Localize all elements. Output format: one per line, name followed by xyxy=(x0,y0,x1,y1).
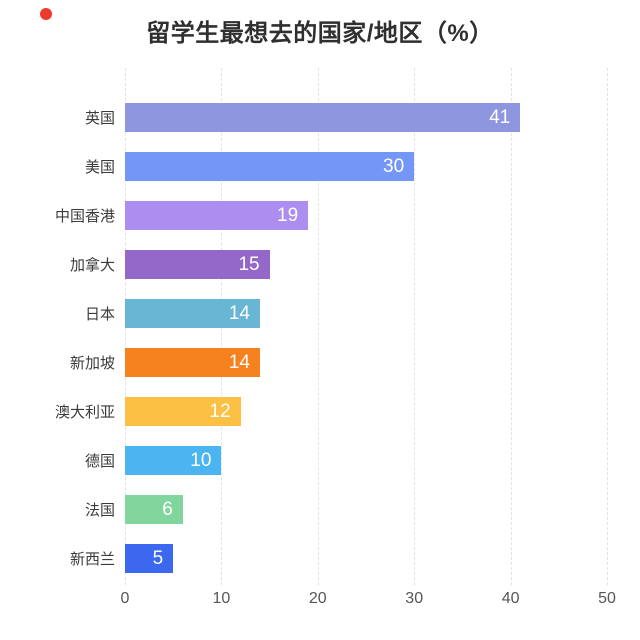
chart-title: 留学生最想去的国家/地区（%） xyxy=(146,20,494,47)
x-tick-label: 0 xyxy=(120,590,130,607)
bar-value-label: 12 xyxy=(209,401,231,422)
bar-value-label: 41 xyxy=(489,107,511,128)
bar-value-label: 19 xyxy=(277,205,299,226)
bar-value-label: 14 xyxy=(228,352,250,373)
x-tick-label: 20 xyxy=(308,590,327,607)
bar: 15 xyxy=(125,250,270,279)
category-label: 中国香港 xyxy=(54,208,115,225)
bar: 6 xyxy=(125,495,183,524)
x-tick-label: 30 xyxy=(405,590,424,607)
x-tick-label: 40 xyxy=(501,590,520,607)
bar: 14 xyxy=(125,299,260,328)
bar: 12 xyxy=(125,397,241,426)
category-label: 德国 xyxy=(84,453,115,470)
category-label: 加拿大 xyxy=(69,257,115,274)
bar-value-label: 14 xyxy=(228,303,250,324)
gridline xyxy=(414,68,416,585)
bar-value-label: 15 xyxy=(238,254,260,275)
category-label: 日本 xyxy=(84,306,115,323)
bar-value-label: 6 xyxy=(162,499,173,520)
bar: 5 xyxy=(125,544,174,573)
category-label: 新加坡 xyxy=(69,355,115,372)
category-label: 新西兰 xyxy=(69,551,115,568)
category-label: 美国 xyxy=(84,159,115,176)
gridline xyxy=(510,68,512,585)
x-tick-label: 50 xyxy=(598,590,616,607)
category-label: 澳大利亚 xyxy=(54,404,115,421)
bar: 14 xyxy=(125,348,260,377)
category-label: 英国 xyxy=(84,110,115,127)
click-marker-dot xyxy=(40,8,52,20)
bar: 30 xyxy=(125,152,415,181)
bar-value-label: 10 xyxy=(190,450,212,471)
gridline xyxy=(607,68,608,585)
x-tick-label: 10 xyxy=(212,590,231,607)
gridline xyxy=(317,68,319,585)
bar: 10 xyxy=(125,446,222,475)
bar-value-label: 5 xyxy=(152,548,164,569)
bar: 19 xyxy=(125,201,309,230)
bar: 41 xyxy=(125,103,521,132)
category-label: 法国 xyxy=(84,502,115,519)
plot-area: 英国 41 美国 30 中国香港 19 加拿大 15 日本 14 新加坡 14 澳大利亚 12 德国 10 法国… xyxy=(0,68,640,585)
bar-value-label: 30 xyxy=(383,156,405,177)
